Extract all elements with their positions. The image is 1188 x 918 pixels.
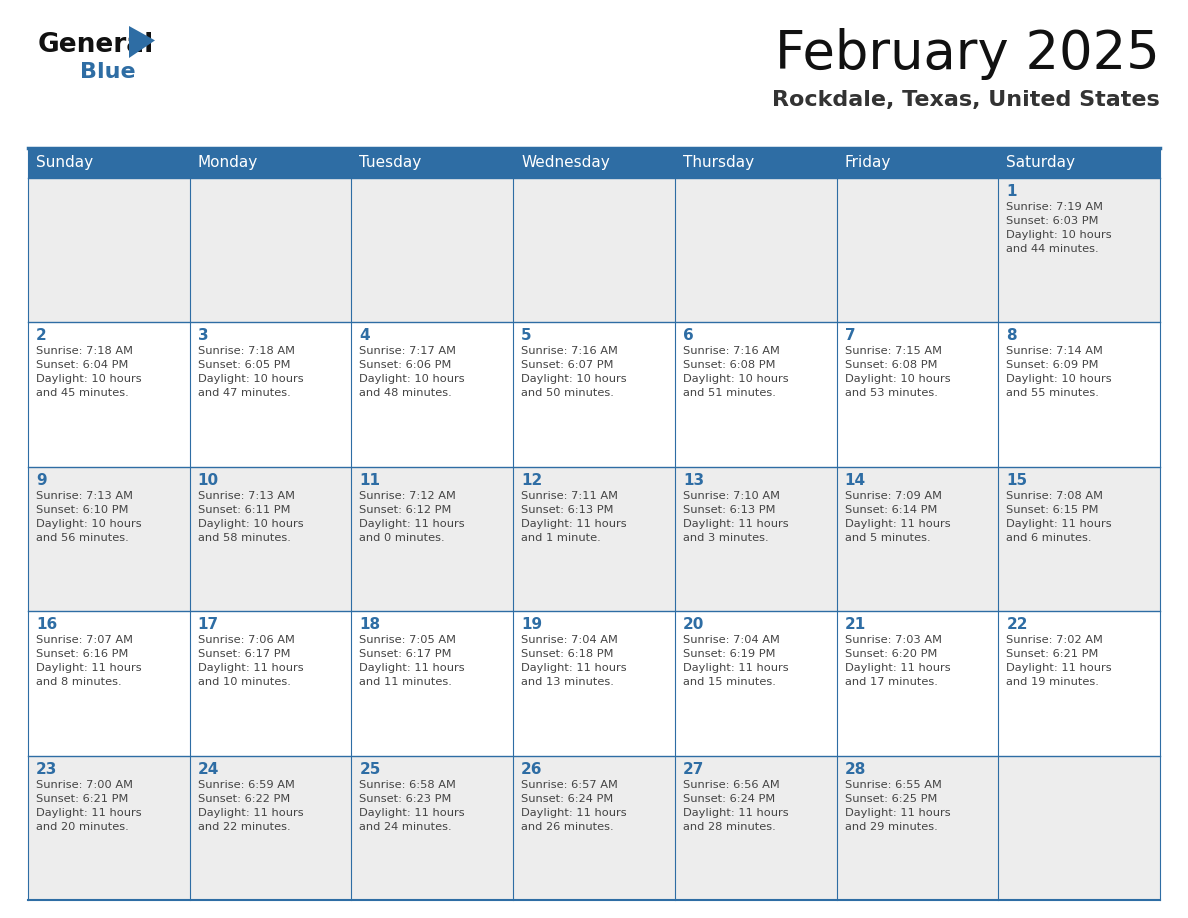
Text: 23: 23 (36, 762, 57, 777)
Text: Sunrise: 7:03 AM
Sunset: 6:20 PM
Daylight: 11 hours
and 17 minutes.: Sunrise: 7:03 AM Sunset: 6:20 PM Dayligh… (845, 635, 950, 688)
Text: Tuesday: Tuesday (360, 154, 422, 170)
Text: 9: 9 (36, 473, 46, 487)
Text: 7: 7 (845, 329, 855, 343)
Text: Sunrise: 7:19 AM
Sunset: 6:03 PM
Daylight: 10 hours
and 44 minutes.: Sunrise: 7:19 AM Sunset: 6:03 PM Dayligh… (1006, 202, 1112, 254)
Bar (29, 466, 1159, 611)
Text: 27: 27 (683, 762, 704, 777)
Text: Sunrise: 7:15 AM
Sunset: 6:08 PM
Daylight: 10 hours
and 53 minutes.: Sunrise: 7:15 AM Sunset: 6:08 PM Dayligh… (845, 346, 950, 398)
Text: Sunrise: 7:04 AM
Sunset: 6:18 PM
Daylight: 11 hours
and 13 minutes.: Sunrise: 7:04 AM Sunset: 6:18 PM Dayligh… (522, 635, 627, 688)
Text: Sunrise: 7:18 AM
Sunset: 6:04 PM
Daylight: 10 hours
and 45 minutes.: Sunrise: 7:18 AM Sunset: 6:04 PM Dayligh… (36, 346, 141, 398)
Text: Sunrise: 7:14 AM
Sunset: 6:09 PM
Daylight: 10 hours
and 55 minutes.: Sunrise: 7:14 AM Sunset: 6:09 PM Dayligh… (1006, 346, 1112, 398)
Text: 28: 28 (845, 762, 866, 777)
Text: Sunrise: 7:08 AM
Sunset: 6:15 PM
Daylight: 11 hours
and 6 minutes.: Sunrise: 7:08 AM Sunset: 6:15 PM Dayligh… (1006, 491, 1112, 543)
Polygon shape (129, 26, 154, 58)
Text: February 2025: February 2025 (776, 28, 1159, 80)
Bar (29, 178, 1159, 322)
Text: 6: 6 (683, 329, 694, 343)
Text: 17: 17 (197, 617, 219, 633)
Text: Sunrise: 7:13 AM
Sunset: 6:11 PM
Daylight: 10 hours
and 58 minutes.: Sunrise: 7:13 AM Sunset: 6:11 PM Dayligh… (197, 491, 303, 543)
Text: Sunrise: 7:09 AM
Sunset: 6:14 PM
Daylight: 11 hours
and 5 minutes.: Sunrise: 7:09 AM Sunset: 6:14 PM Dayligh… (845, 491, 950, 543)
Text: Sunrise: 6:59 AM
Sunset: 6:22 PM
Daylight: 11 hours
and 22 minutes.: Sunrise: 6:59 AM Sunset: 6:22 PM Dayligh… (197, 779, 303, 832)
Text: Sunrise: 7:02 AM
Sunset: 6:21 PM
Daylight: 11 hours
and 19 minutes.: Sunrise: 7:02 AM Sunset: 6:21 PM Dayligh… (1006, 635, 1112, 688)
Text: 22: 22 (1006, 617, 1028, 633)
Text: 18: 18 (360, 617, 380, 633)
Text: Sunrise: 7:17 AM
Sunset: 6:06 PM
Daylight: 10 hours
and 48 minutes.: Sunrise: 7:17 AM Sunset: 6:06 PM Dayligh… (360, 346, 465, 398)
Text: Sunrise: 7:16 AM
Sunset: 6:07 PM
Daylight: 10 hours
and 50 minutes.: Sunrise: 7:16 AM Sunset: 6:07 PM Dayligh… (522, 346, 627, 398)
Text: 3: 3 (197, 329, 208, 343)
Text: Sunrise: 7:16 AM
Sunset: 6:08 PM
Daylight: 10 hours
and 51 minutes.: Sunrise: 7:16 AM Sunset: 6:08 PM Dayligh… (683, 346, 789, 398)
Text: 8: 8 (1006, 329, 1017, 343)
Text: 19: 19 (522, 617, 542, 633)
Text: 25: 25 (360, 762, 381, 777)
Text: 2: 2 (36, 329, 46, 343)
Text: Friday: Friday (845, 154, 891, 170)
Text: Sunrise: 6:56 AM
Sunset: 6:24 PM
Daylight: 11 hours
and 28 minutes.: Sunrise: 6:56 AM Sunset: 6:24 PM Dayligh… (683, 779, 789, 832)
Text: Sunrise: 7:13 AM
Sunset: 6:10 PM
Daylight: 10 hours
and 56 minutes.: Sunrise: 7:13 AM Sunset: 6:10 PM Dayligh… (36, 491, 141, 543)
Text: Sunrise: 6:55 AM
Sunset: 6:25 PM
Daylight: 11 hours
and 29 minutes.: Sunrise: 6:55 AM Sunset: 6:25 PM Dayligh… (845, 779, 950, 832)
Text: 15: 15 (1006, 473, 1028, 487)
Text: Sunday: Sunday (36, 154, 93, 170)
Text: Sunrise: 6:57 AM
Sunset: 6:24 PM
Daylight: 11 hours
and 26 minutes.: Sunrise: 6:57 AM Sunset: 6:24 PM Dayligh… (522, 779, 627, 832)
Text: Sunrise: 7:07 AM
Sunset: 6:16 PM
Daylight: 11 hours
and 8 minutes.: Sunrise: 7:07 AM Sunset: 6:16 PM Dayligh… (36, 635, 141, 688)
Bar (29, 148, 1159, 178)
Text: Sunrise: 7:11 AM
Sunset: 6:13 PM
Daylight: 11 hours
and 1 minute.: Sunrise: 7:11 AM Sunset: 6:13 PM Dayligh… (522, 491, 627, 543)
Text: 4: 4 (360, 329, 369, 343)
Text: 26: 26 (522, 762, 543, 777)
Text: 20: 20 (683, 617, 704, 633)
Text: Sunrise: 7:12 AM
Sunset: 6:12 PM
Daylight: 11 hours
and 0 minutes.: Sunrise: 7:12 AM Sunset: 6:12 PM Dayligh… (360, 491, 465, 543)
Text: Wednesday: Wednesday (522, 154, 609, 170)
Text: Sunrise: 7:10 AM
Sunset: 6:13 PM
Daylight: 11 hours
and 3 minutes.: Sunrise: 7:10 AM Sunset: 6:13 PM Dayligh… (683, 491, 789, 543)
Bar (29, 322, 1159, 466)
Text: Sunrise: 7:00 AM
Sunset: 6:21 PM
Daylight: 11 hours
and 20 minutes.: Sunrise: 7:00 AM Sunset: 6:21 PM Dayligh… (36, 779, 141, 832)
Text: 14: 14 (845, 473, 866, 487)
Bar (29, 611, 1159, 756)
Text: Rockdale, Texas, United States: Rockdale, Texas, United States (772, 90, 1159, 110)
Text: Sunrise: 6:58 AM
Sunset: 6:23 PM
Daylight: 11 hours
and 24 minutes.: Sunrise: 6:58 AM Sunset: 6:23 PM Dayligh… (360, 779, 465, 832)
Text: Sunrise: 7:04 AM
Sunset: 6:19 PM
Daylight: 11 hours
and 15 minutes.: Sunrise: 7:04 AM Sunset: 6:19 PM Dayligh… (683, 635, 789, 688)
Text: Blue: Blue (80, 62, 135, 82)
Text: 1: 1 (1006, 184, 1017, 199)
Text: General: General (38, 32, 154, 58)
Text: Sunrise: 7:05 AM
Sunset: 6:17 PM
Daylight: 11 hours
and 11 minutes.: Sunrise: 7:05 AM Sunset: 6:17 PM Dayligh… (360, 635, 465, 688)
Text: Saturday: Saturday (1006, 154, 1075, 170)
Text: 11: 11 (360, 473, 380, 487)
Bar (29, 756, 1159, 900)
Text: Sunrise: 7:18 AM
Sunset: 6:05 PM
Daylight: 10 hours
and 47 minutes.: Sunrise: 7:18 AM Sunset: 6:05 PM Dayligh… (197, 346, 303, 398)
Text: 21: 21 (845, 617, 866, 633)
Text: 12: 12 (522, 473, 543, 487)
Text: 5: 5 (522, 329, 532, 343)
Text: 24: 24 (197, 762, 219, 777)
Text: 16: 16 (36, 617, 57, 633)
Text: Sunrise: 7:06 AM
Sunset: 6:17 PM
Daylight: 11 hours
and 10 minutes.: Sunrise: 7:06 AM Sunset: 6:17 PM Dayligh… (197, 635, 303, 688)
Text: Monday: Monday (197, 154, 258, 170)
Text: 10: 10 (197, 473, 219, 487)
Text: 13: 13 (683, 473, 704, 487)
Text: Thursday: Thursday (683, 154, 754, 170)
